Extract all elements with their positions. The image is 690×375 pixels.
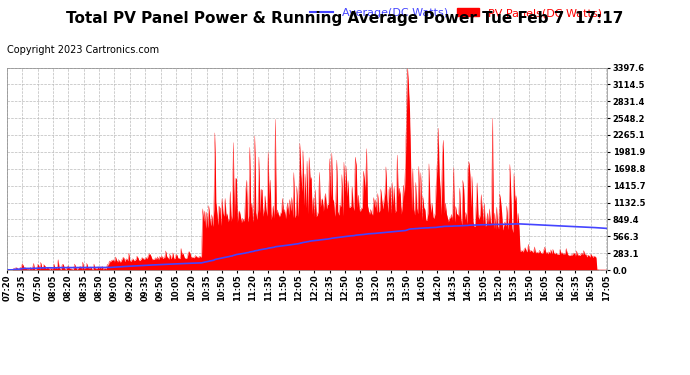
Legend: Average(DC Watts), PV Panels(DC Watts): Average(DC Watts), PV Panels(DC Watts)	[310, 8, 602, 18]
Text: Total PV Panel Power & Running Average Power Tue Feb 7  17:17: Total PV Panel Power & Running Average P…	[66, 11, 624, 26]
Text: Copyright 2023 Cartronics.com: Copyright 2023 Cartronics.com	[7, 45, 159, 55]
